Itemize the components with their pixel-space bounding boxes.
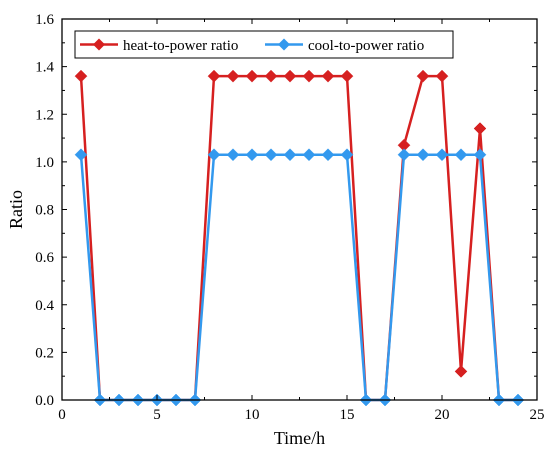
legend: heat-to-power ratio cool-to-power ratio [74, 30, 454, 59]
y-tick-label: 0.4 [35, 298, 54, 314]
series-cool-to-power [74, 148, 525, 407]
x-tick-label: 5 [153, 407, 161, 423]
series-line [79, 74, 518, 402]
x-tick-label: 10 [245, 407, 260, 423]
data-point [226, 69, 240, 83]
data-point [283, 69, 297, 83]
x-axis-label: Time/h [274, 428, 325, 448]
y-tick-label: 0.2 [35, 345, 54, 361]
data-point [340, 148, 354, 162]
data-point [302, 69, 316, 83]
legend-box [74, 30, 454, 59]
data-point [435, 148, 449, 162]
legend-marker-heat-to-power [93, 38, 105, 51]
x-tick-label: 15 [340, 407, 355, 423]
data-point [226, 148, 240, 162]
legend-marker-cool-to-power [278, 38, 290, 51]
y-tick-label: 1.6 [35, 12, 54, 28]
y-tick-label: 0.6 [35, 250, 54, 266]
y-tick-label: 1.2 [35, 107, 54, 123]
data-point [302, 148, 316, 162]
data-point [264, 148, 278, 162]
data-point [321, 69, 335, 83]
data-point [340, 69, 354, 83]
x-tick-label: 0 [58, 407, 66, 423]
y-tick-label: 1.4 [35, 60, 54, 76]
x-tick-label: 25 [530, 407, 545, 423]
legend-label-heat-to-power: heat-to-power ratio [123, 38, 238, 54]
data-point [207, 148, 221, 162]
data-point [321, 148, 335, 162]
y-tick-label: 0.0 [35, 393, 54, 409]
data-point [473, 148, 487, 162]
data-point [74, 148, 88, 162]
data-point [416, 148, 430, 162]
data-point [397, 148, 411, 162]
data-point [245, 69, 259, 83]
data-point [283, 148, 297, 162]
data-point [435, 69, 449, 83]
data-point [473, 122, 487, 135]
x-tick-label: 20 [435, 407, 450, 423]
data-point [454, 365, 468, 378]
legend-label-cool-to-power: cool-to-power ratio [308, 38, 424, 54]
y-axis-label: Ratio [6, 190, 26, 229]
data-point [207, 69, 221, 83]
data-point [74, 69, 88, 83]
data-point [264, 69, 278, 83]
series-layer [74, 69, 525, 407]
series-heat-to-power [74, 69, 525, 407]
data-point [245, 148, 259, 162]
y-tick-label: 1.0 [35, 155, 54, 171]
data-point [454, 148, 468, 162]
ticks-layer: 0 5 10 15 20 25 0.0 0.2 0.4 0.6 0.8 1.0 1.2 1.4 1.6 [35, 12, 544, 423]
series-line [79, 153, 518, 402]
y-tick-label: 0.8 [35, 203, 54, 219]
data-point [416, 69, 430, 83]
